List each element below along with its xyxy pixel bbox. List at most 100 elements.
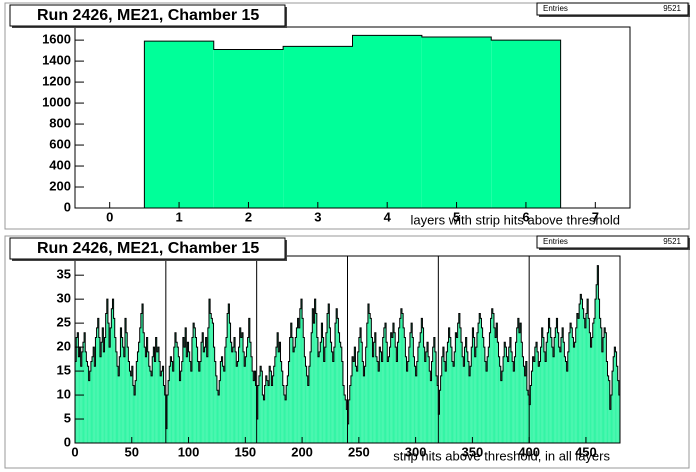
bar [558,347,560,443]
bar [238,347,240,443]
bar [147,351,149,443]
bar [565,361,567,443]
bar [557,332,559,443]
bar [180,371,182,443]
bar [213,347,215,443]
bar [323,361,325,443]
bar [430,380,432,443]
bar [169,366,171,443]
bar [604,327,606,443]
bar [398,327,400,443]
y-tick-label: 35 [57,267,71,282]
bar [213,49,284,209]
bar [451,361,454,443]
bar [551,347,554,443]
bar [120,327,122,443]
bar [554,337,556,443]
bar [170,356,172,443]
bar [439,390,441,443]
bar [533,361,535,443]
bar [268,385,270,443]
bar [86,361,88,443]
bar [111,308,113,443]
bar [397,342,399,443]
bar [530,385,532,443]
bar [248,318,250,443]
bar [215,375,217,443]
bar [539,361,541,443]
bar [526,390,529,443]
bar [504,342,506,443]
bar [507,361,509,443]
bar [277,332,279,443]
bar [528,395,530,443]
bar [113,318,115,443]
bar [107,323,110,443]
bar [464,347,466,443]
bar [595,299,597,443]
bar [386,342,388,443]
bar [481,327,483,443]
bar [314,299,316,443]
bar [105,313,107,443]
stats-box [536,2,689,16]
bar [302,318,304,443]
bar [352,356,354,443]
bar [160,375,162,443]
bar [575,327,577,443]
bar [523,366,525,443]
bar [307,385,309,443]
bar [366,323,368,443]
bar [570,323,572,443]
bar [101,342,103,443]
bar [128,361,130,443]
bar [114,337,116,443]
bar [298,327,300,443]
bar [187,342,189,443]
bar [614,347,616,443]
bar [484,361,487,443]
bar [166,395,169,443]
bar [320,342,322,443]
bar [98,337,100,443]
bar [168,380,170,443]
bar [93,347,95,443]
bar [244,366,246,443]
bar [347,423,349,443]
bar [104,337,106,443]
bar [212,323,214,443]
bar [306,375,308,443]
bar [220,361,222,443]
bar [264,385,266,443]
bar [456,337,458,443]
bar [524,375,526,443]
x-tick-label: 150 [234,444,256,459]
bar [548,318,550,443]
bar [324,347,326,443]
bar [322,337,324,443]
bar [422,327,424,443]
bar [406,371,408,443]
bar [161,371,163,443]
title-box [9,4,286,27]
bar [605,332,607,443]
bar [286,385,288,443]
bar [138,342,140,443]
bar [340,347,342,443]
bar [188,351,190,443]
y-tick-label: 1200 [42,74,71,89]
bar [591,337,593,443]
bar [540,347,542,443]
bar [556,318,558,443]
bar [486,371,488,443]
bar [405,356,407,443]
bar [495,337,497,443]
bar [184,347,186,443]
x-tick-label: 250 [348,444,370,459]
bar [521,342,523,443]
bar [274,356,276,443]
bar [294,347,296,443]
bar [421,36,492,209]
bar [265,375,267,443]
bar [440,375,442,443]
